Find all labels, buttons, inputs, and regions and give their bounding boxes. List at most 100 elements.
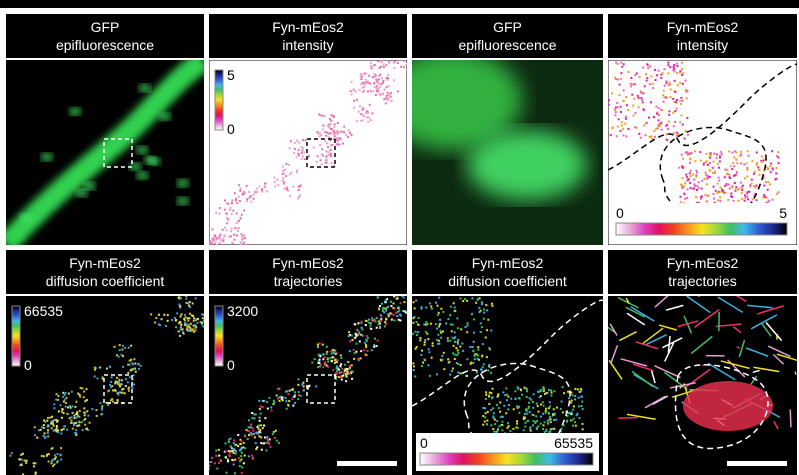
localization (762, 197, 764, 199)
localization (537, 411, 539, 413)
localization (524, 426, 526, 428)
localization (428, 348, 430, 350)
localization (673, 68, 675, 70)
localization (440, 337, 442, 339)
localization (94, 367, 96, 369)
localization (185, 316, 187, 318)
localization (482, 415, 484, 417)
localization (345, 134, 347, 136)
localization (365, 320, 367, 322)
localization (251, 412, 253, 414)
localization (386, 298, 388, 300)
localization (137, 363, 139, 365)
localization (53, 403, 55, 405)
background (6, 296, 204, 475)
localization (122, 355, 124, 357)
localization (300, 146, 302, 148)
localization (117, 394, 119, 396)
localization (666, 124, 668, 126)
localization (477, 346, 479, 348)
localization (582, 423, 584, 425)
localization (709, 162, 711, 164)
localization (20, 464, 22, 466)
localization (339, 365, 341, 367)
panel-header: Fyn-mEos2trajectories (608, 250, 797, 294)
localization (230, 230, 232, 232)
localization (361, 76, 363, 78)
localization (422, 362, 424, 364)
localization (386, 86, 388, 88)
localization (747, 198, 749, 200)
localization (56, 393, 58, 395)
localization (209, 465, 210, 467)
localization (767, 181, 769, 183)
localization (353, 107, 355, 109)
localization (618, 118, 620, 120)
localization (442, 330, 444, 332)
localization (698, 187, 700, 189)
localization (266, 436, 268, 438)
localization (62, 392, 64, 394)
localization (259, 431, 261, 433)
localization (53, 425, 55, 427)
localization (374, 338, 376, 340)
localization (480, 322, 482, 324)
localization (706, 201, 708, 203)
localization (116, 381, 118, 383)
localization (681, 62, 683, 64)
header-line: diffusion coefficient (6, 272, 204, 290)
localization (457, 339, 459, 341)
localization (285, 163, 287, 165)
localization (683, 193, 685, 195)
localization (167, 314, 169, 316)
localization (436, 373, 438, 375)
localization (224, 227, 226, 229)
localization (363, 91, 365, 93)
localization (505, 387, 507, 389)
localization (452, 367, 454, 369)
localization (159, 324, 161, 326)
localization (248, 426, 250, 428)
localization (60, 404, 62, 406)
localization (55, 419, 57, 421)
localization (209, 240, 211, 242)
localization (677, 133, 679, 135)
localization (634, 74, 636, 76)
localization (356, 120, 358, 122)
localization (423, 324, 425, 326)
localization (756, 162, 758, 164)
localization (365, 81, 367, 83)
localization (550, 395, 552, 397)
localization (668, 84, 670, 86)
localization (132, 363, 134, 365)
localization (516, 420, 518, 422)
localization (761, 156, 763, 158)
localization (650, 101, 652, 103)
localization (222, 240, 224, 242)
localization (454, 341, 456, 343)
localization (84, 424, 86, 426)
localization (313, 147, 315, 149)
localization (485, 412, 487, 414)
localization (224, 209, 226, 211)
localization (486, 419, 488, 421)
localization (57, 395, 59, 397)
localization (253, 417, 255, 419)
localization (696, 172, 698, 174)
localization (122, 366, 124, 368)
localization (756, 185, 758, 187)
localization (700, 160, 702, 162)
localization (97, 377, 99, 379)
localization (50, 423, 52, 425)
localization (222, 229, 224, 231)
localization (52, 421, 54, 423)
localization (260, 424, 262, 426)
localization (75, 401, 77, 403)
localization (681, 166, 683, 168)
localization (290, 140, 292, 142)
localization (455, 347, 457, 349)
localization (485, 394, 487, 396)
localization (733, 165, 735, 167)
localization (246, 185, 248, 187)
localization (542, 388, 544, 390)
